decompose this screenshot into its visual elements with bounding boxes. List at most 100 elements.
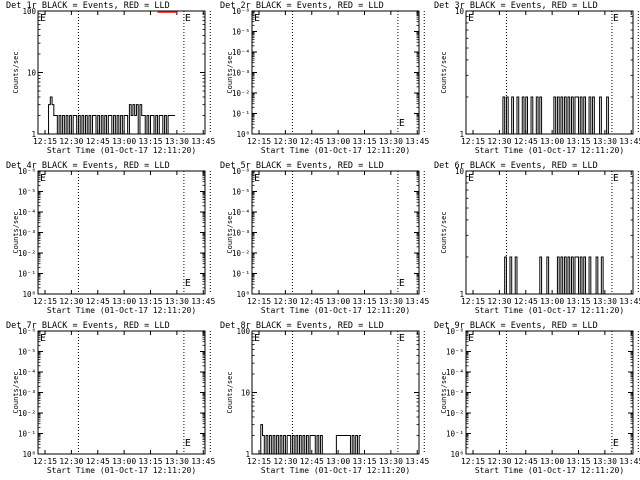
x-tick-label: 13:15 — [138, 137, 162, 146]
x-tick-label: 13:45 — [191, 457, 215, 466]
y-axis-label: Counts/sec — [226, 211, 234, 253]
marker-e-right: E — [613, 173, 619, 184]
x-tick-label: 13:30 — [593, 457, 617, 466]
x-tick-label: 13:00 — [112, 137, 136, 146]
marker-e-left: E — [468, 173, 474, 184]
y-tick-label: 10⁻⁵ — [232, 28, 250, 37]
x-axis-label: Start Time (01-Oct-17 12:11:20) — [47, 306, 196, 315]
chart-title: Det 3r BLACK = Events, RED = LLD — [434, 1, 598, 11]
x-tick-label: 13:00 — [540, 137, 564, 146]
x-tick-label: 12:45 — [86, 457, 110, 466]
marker-e-right: E — [399, 278, 405, 289]
y-tick-label: 10 — [241, 389, 251, 398]
x-tick-label: 13:30 — [379, 457, 403, 466]
x-tick-label: 13:00 — [112, 297, 136, 306]
marker-e-left: E — [254, 13, 260, 24]
marker-e-right: E — [399, 333, 405, 344]
x-tick-label: 12:15 — [33, 137, 57, 146]
y-tick-label: 10⁰ — [22, 290, 36, 299]
marker-e-right: E — [185, 13, 191, 24]
y-axis-label: Counts/sec — [440, 211, 448, 253]
y-tick-label: 10⁻³ — [232, 69, 250, 78]
x-tick-label: 13:30 — [165, 137, 189, 146]
y-tick-label: 10⁻⁴ — [18, 368, 36, 377]
x-tick-label: 12:45 — [300, 457, 324, 466]
chart-panel-5: Det 5r BLACK = Events, RED = LLD 12:15 12:… — [220, 161, 429, 315]
y-tick-label: 10⁻⁶ — [18, 327, 36, 336]
y-tick-label: 10 — [455, 7, 465, 16]
x-tick-label: 13:30 — [593, 137, 617, 146]
x-tick-label: 12:30 — [487, 137, 511, 146]
y-tick-label: 10⁻⁵ — [18, 188, 36, 197]
x-tick-label: 13:45 — [405, 457, 429, 466]
x-tick-label: 13:00 — [326, 297, 350, 306]
x-tick-label: 12:30 — [273, 137, 297, 146]
y-tick-label: 10 — [27, 69, 37, 78]
x-tick-label: 12:15 — [247, 297, 271, 306]
plot-frame — [251, 10, 420, 135]
x-tick-label: 13:30 — [379, 297, 403, 306]
x-tick-label: 12:15 — [33, 297, 57, 306]
y-tick-label: 10⁻⁶ — [232, 167, 250, 176]
y-tick-label: 10⁰ — [22, 450, 36, 459]
y-axis-label: Counts/sec — [226, 371, 234, 413]
x-tick-label: 12:15 — [461, 297, 485, 306]
x-axis-label: Start Time (01-Oct-17 12:11:20) — [475, 306, 624, 315]
x-tick-label: 13:15 — [566, 297, 590, 306]
y-tick-label: 10⁻⁵ — [446, 348, 464, 357]
plot-frame — [465, 330, 634, 455]
plot-frame — [251, 170, 420, 295]
x-tick-label: 13:15 — [138, 297, 162, 306]
chart-panel-3: Det 3r BLACK = Events, RED = LLD 12:15 12:… — [434, 1, 640, 155]
y-tick-label: 1 — [459, 290, 464, 299]
x-axis-label: Start Time (01-Oct-17 12:11:20) — [261, 306, 410, 315]
x-tick-label: 12:30 — [273, 297, 297, 306]
y-tick-label: 10⁻³ — [18, 389, 36, 398]
y-tick-label: 10⁻⁶ — [18, 167, 36, 176]
y-tick-label: 10⁰ — [236, 290, 250, 299]
x-tick-label: 13:00 — [112, 457, 136, 466]
marker-e-left: E — [468, 13, 474, 24]
y-tick-label: 10⁻⁵ — [18, 348, 36, 357]
x-tick-label: 13:00 — [540, 297, 564, 306]
x-tick-label: 12:30 — [59, 137, 83, 146]
y-tick-label: 100 — [236, 327, 250, 336]
x-tick-label: 13:45 — [405, 137, 429, 146]
y-axis-label: Counts/sec — [12, 51, 20, 93]
chart-title: Det 2r BLACK = Events, RED = LLD — [220, 1, 384, 11]
x-tick-label: 13:15 — [352, 457, 376, 466]
x-tick-label: 12:15 — [33, 457, 57, 466]
y-axis-label: Counts/sec — [440, 51, 448, 93]
x-tick-label: 12:45 — [514, 457, 538, 466]
x-tick-label: 13:45 — [191, 137, 215, 146]
marker-e-left: E — [40, 333, 46, 344]
y-tick-label: 10⁻² — [18, 409, 36, 418]
x-tick-label: 13:30 — [165, 297, 189, 306]
x-tick-label: 13:45 — [619, 297, 640, 306]
y-tick-label: 10⁻² — [446, 409, 464, 418]
y-tick-label: 10⁻⁴ — [232, 48, 250, 57]
y-tick-label: 10⁻⁶ — [446, 327, 464, 336]
x-tick-label: 13:00 — [326, 137, 350, 146]
x-axis-label: Start Time (01-Oct-17 12:11:20) — [261, 146, 410, 155]
x-axis-label: Start Time (01-Oct-17 12:11:20) — [47, 146, 196, 155]
x-tick-label: 13:15 — [352, 297, 376, 306]
y-tick-label: 10⁻⁴ — [232, 208, 250, 217]
plot-frame — [37, 170, 206, 295]
y-tick-label: 10⁻⁴ — [446, 368, 464, 377]
chart-title: Det 5r BLACK = Events, RED = LLD — [220, 161, 384, 171]
x-tick-label: 12:15 — [461, 137, 485, 146]
y-axis-label: Counts/sec — [226, 51, 234, 93]
x-tick-label: 13:45 — [619, 457, 640, 466]
events-series — [501, 96, 611, 135]
y-tick-label: 10⁻¹ — [18, 270, 36, 279]
y-tick-label: 100 — [22, 7, 36, 16]
y-tick-label: 10 — [455, 167, 465, 176]
plot-frame — [37, 330, 206, 455]
x-tick-label: 12:45 — [86, 297, 110, 306]
x-tick-label: 12:30 — [487, 457, 511, 466]
